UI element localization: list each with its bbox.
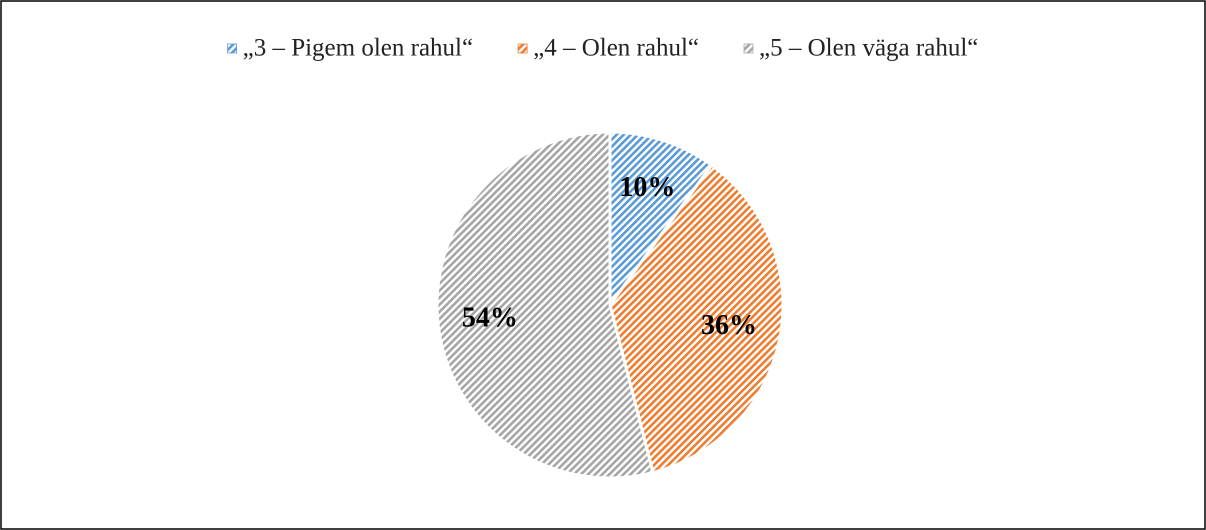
legend-marker <box>743 43 754 54</box>
data-label: 54% <box>462 303 518 334</box>
pie-slice <box>608 162 785 475</box>
data-label: 10% <box>619 172 675 203</box>
legend: „3 – Pigem olen rahul“ „4 – Olen rahul“ „5… <box>227 35 978 62</box>
legend-label: „5 – Olen väga rahul“ <box>759 35 978 62</box>
legend-marker <box>517 43 528 54</box>
legend-label: „3 – Pigem olen rahul“ <box>243 35 474 62</box>
pie-slice <box>608 130 714 310</box>
data-label: 36% <box>701 310 757 341</box>
legend-label: „4 – Olen rahul“ <box>533 35 699 62</box>
pie-slice <box>435 130 655 480</box>
legend-marker <box>227 43 238 54</box>
